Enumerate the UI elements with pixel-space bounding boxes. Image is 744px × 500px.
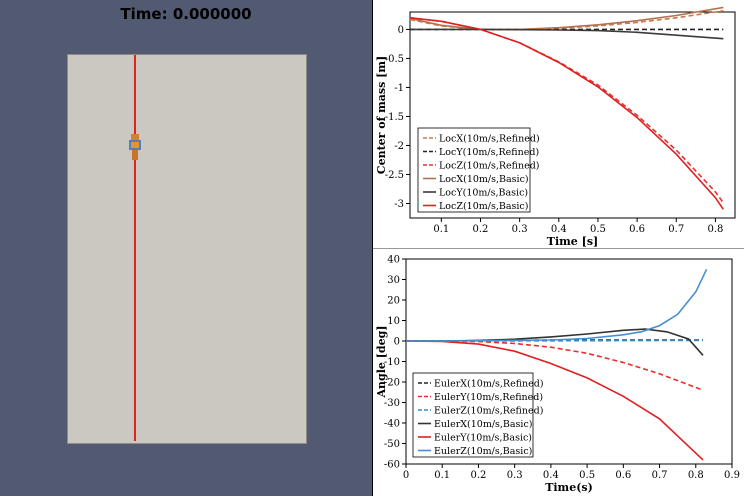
x-tick-label: 0.7 <box>652 470 668 481</box>
legend-label: EulerY(10m/s,Basic) <box>434 433 532 444</box>
robot-legs <box>132 150 138 160</box>
legend-label: LocZ(10m/s,Basic) <box>439 201 528 212</box>
angle-chart: 0 0.1 0.2 0.3 0.4 0.5 0.6 0.7 0.8 0.9 40 30 20 10 0 -10… <box>373 249 744 496</box>
x-tick-label: 0.1 <box>433 224 449 235</box>
y-tick-label: -1.5 <box>385 112 404 123</box>
y-axis-label: Center of mass [m] <box>375 56 388 174</box>
y-tick-label: -2 <box>394 141 404 152</box>
y-tick-label: 0 <box>394 337 400 348</box>
x-axis-label: Time(s) <box>545 481 593 494</box>
y-tick-label: -2.5 <box>385 170 404 181</box>
axis-ticks: 0.1 0.2 0.3 0.4 0.5 0.6 0.7 0.8 0 -0.5 -1 -1.5 -2 -2.… <box>385 25 724 235</box>
trajectory-rod <box>134 55 136 441</box>
y-tick-label: 10 <box>387 316 400 327</box>
y-tick-label: 0 <box>398 25 404 36</box>
legend-label: EulerZ(10m/s,Refined) <box>434 406 543 417</box>
legend-label: EulerZ(10m/s,Basic) <box>434 446 532 457</box>
x-tick-label: 0.3 <box>507 470 523 481</box>
y-tick-label: -10 <box>384 357 400 368</box>
legend-label: LocY(10m/s,Refined) <box>439 147 539 158</box>
chart-separator <box>373 248 744 249</box>
legend: LocX(10m/s,Refined) LocY(10m/s,Refined) Lo… <box>417 127 540 213</box>
x-tick-label: 0.7 <box>668 224 684 235</box>
series-lines <box>409 6 724 210</box>
legend-label: LocZ(10m/s,Refined) <box>439 161 540 172</box>
y-tick-label: 40 <box>387 255 400 266</box>
y-tick-label: 20 <box>387 296 400 307</box>
legend-box <box>417 127 531 213</box>
x-tick-label: 0.2 <box>470 470 486 481</box>
x-tick-label: 0.6 <box>629 224 645 235</box>
ground-panel <box>67 54 307 444</box>
x-tick-label: 0.4 <box>551 224 567 235</box>
legend-box <box>412 372 534 458</box>
series-line <box>405 340 704 461</box>
axis-ticks: 0 0.1 0.2 0.3 0.4 0.5 0.6 0.7 0.8 0.9 40 30 20 10 0 -10… <box>384 255 740 482</box>
angle-plot: 0 0.1 0.2 0.3 0.4 0.5 0.6 0.7 0.8 0.9 40 30 20 10 0 -10… <box>375 255 740 495</box>
legend-label: EulerX(10m/s,Refined) <box>434 379 544 390</box>
y-tick-label: -30 <box>384 398 400 409</box>
time-label: Time: 0.000000 <box>120 5 252 23</box>
x-tick-label: 0.4 <box>543 470 559 481</box>
legend: EulerX(10m/s,Refined) EulerY(10m/s,Refine… <box>412 372 544 458</box>
simulation-viewport[interactable]: Time: 0.000000 <box>0 0 372 496</box>
x-tick-label: 0.6 <box>615 470 631 481</box>
x-axis-label: Time [s] <box>547 235 598 248</box>
x-tick-label: 0.1 <box>434 470 450 481</box>
y-tick-label: -60 <box>384 460 400 471</box>
x-tick-label: 0.2 <box>473 224 489 235</box>
y-tick-label: -20 <box>384 378 400 389</box>
panel-divider <box>372 0 373 496</box>
x-tick-label: 0.5 <box>590 224 606 235</box>
x-tick-label: 0.8 <box>707 224 723 235</box>
legend-label: LocY(10m/s,Basic) <box>439 188 528 199</box>
robot-core <box>131 142 139 148</box>
y-tick-label: 30 <box>387 275 400 286</box>
legend-label: EulerY(10m/s,Refined) <box>434 392 543 403</box>
y-tick-label: -3 <box>394 199 404 210</box>
y-tick-label: -50 <box>384 439 400 450</box>
center-of-mass-plot: 0.1 0.2 0.3 0.4 0.5 0.6 0.7 0.8 0 -0.5 -1 -1.5 -2 -2.… <box>375 6 736 248</box>
y-tick-label: -40 <box>384 419 400 430</box>
legend-label: LocX(10m/s,Refined) <box>439 134 540 145</box>
legend-label: EulerX(10m/s,Basic) <box>434 419 533 430</box>
x-tick-label: 0 <box>403 470 409 481</box>
x-tick-label: 0.8 <box>688 470 704 481</box>
y-tick-label: -1 <box>394 83 404 94</box>
robot-model-icon[interactable] <box>127 132 143 164</box>
center-of-mass-chart: 0.1 0.2 0.3 0.4 0.5 0.6 0.7 0.8 0 -0.5 -1 -1.5 -2 -2.… <box>373 0 744 248</box>
series-line <box>409 17 724 210</box>
series-line <box>409 6 724 31</box>
series-line <box>405 268 708 342</box>
x-tick-label: 0.5 <box>579 470 595 481</box>
y-tick-label: -0.5 <box>385 54 404 65</box>
legend-label: LocX(10m/s,Basic) <box>439 174 529 185</box>
x-tick-label: 0.3 <box>512 224 528 235</box>
y-axis-label: Angle [deg] <box>375 325 388 398</box>
x-tick-label: 0.9 <box>724 470 740 481</box>
series-lines <box>405 268 708 461</box>
robot-head <box>131 134 139 140</box>
